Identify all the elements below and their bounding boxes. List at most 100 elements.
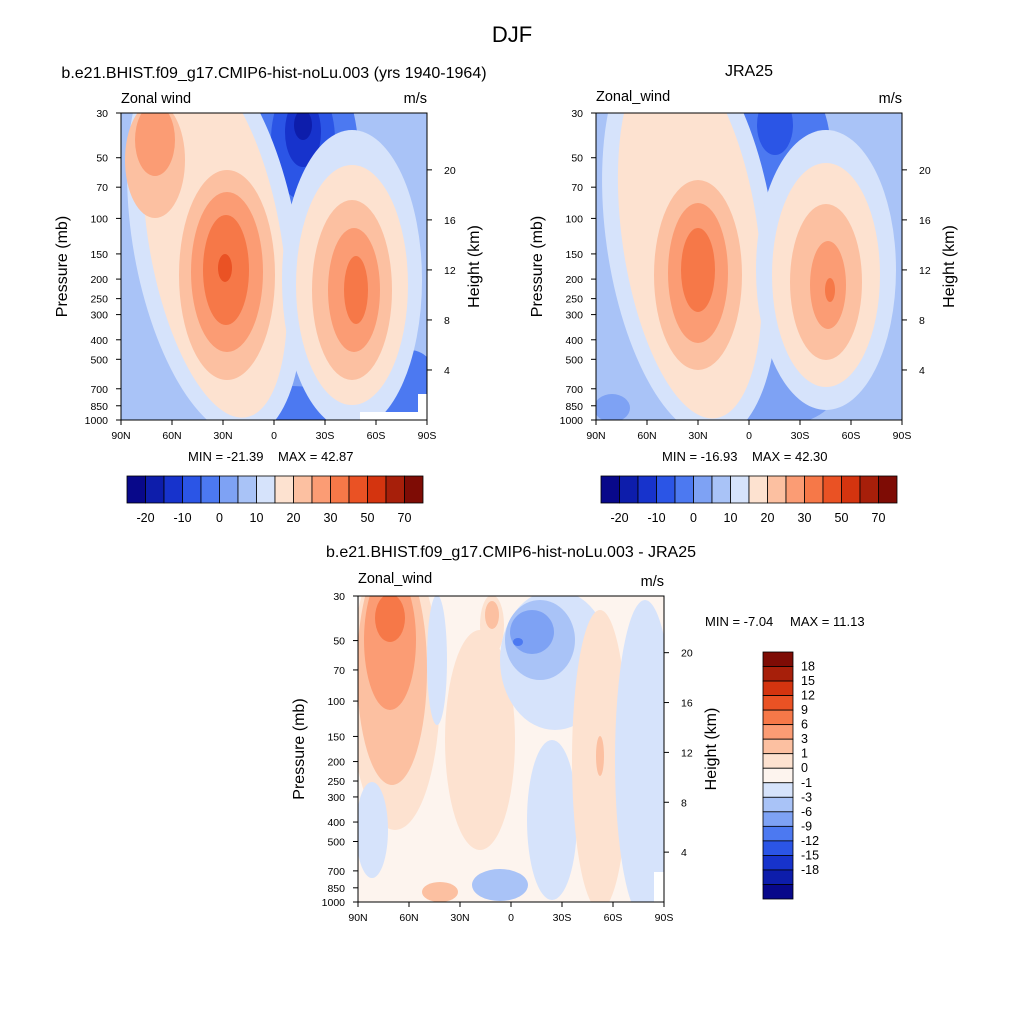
y-tick-label: 500	[90, 354, 108, 366]
x-tick-label: 0	[271, 430, 277, 442]
contour-band	[294, 113, 312, 140]
colorbar-box	[785, 475, 805, 504]
x-tick-label: 30S	[553, 912, 572, 924]
x-tick-label: 30S	[316, 430, 335, 442]
contour-band	[513, 638, 523, 646]
y-tick-label: 500	[565, 354, 583, 366]
max-label: MAX = 42.87	[278, 449, 354, 464]
y-right-tick-label: 12	[681, 747, 693, 759]
y-right-tick-label: 12	[919, 265, 931, 277]
panel-title: JRA25	[725, 63, 773, 80]
panel-difference: b.e21.BHIST.f09_g17.CMIP6-hist-noLu.003 …	[291, 544, 865, 924]
colorbar-label: -1	[801, 776, 812, 790]
x-tick-label: 60S	[604, 912, 623, 924]
contour-band	[472, 869, 528, 901]
contour-band	[218, 254, 232, 282]
contour-band	[615, 600, 664, 902]
colorbar-label: 0	[690, 511, 697, 525]
colorbar-box	[348, 475, 368, 504]
colorbar-box	[293, 475, 313, 504]
x-tick-label: 60S	[842, 430, 861, 442]
y-tick-label: 50	[333, 636, 345, 648]
units-label: m/s	[879, 91, 902, 107]
colorbar-label: 9	[801, 703, 808, 717]
units-label: m/s	[404, 91, 427, 107]
y-tick-label: 150	[565, 249, 583, 261]
y-tick-label: 30	[333, 591, 345, 603]
contour-band	[135, 113, 175, 176]
colorbar-box	[330, 475, 350, 504]
y-right-tick-label: 20	[919, 165, 931, 177]
x-tick-label: 30N	[688, 430, 707, 442]
colorbar-box	[730, 475, 750, 504]
x-tick-label: 60N	[399, 912, 418, 924]
contour-band	[757, 113, 793, 155]
colorbar-box	[762, 738, 794, 755]
colorbar-label: -20	[610, 511, 628, 525]
y-tick-label: 100	[565, 213, 583, 225]
colorbar-label: -6	[801, 805, 812, 819]
x-tick-label: 90S	[893, 430, 912, 442]
x-tick-label: 90N	[586, 430, 605, 442]
y-tick-label: 700	[327, 866, 345, 878]
colorbar-box	[237, 475, 257, 504]
colorbar-label: 0	[801, 761, 808, 775]
max-label: MAX = 11.13	[790, 614, 865, 629]
colorbar-label: 70	[398, 511, 412, 525]
colorbar-box	[762, 680, 794, 696]
colorbar-label: -12	[801, 834, 819, 848]
x-tick-label: 60S	[367, 430, 386, 442]
colorbar-box	[200, 475, 220, 504]
colorbar-box	[637, 475, 657, 504]
colorbar-label: -9	[801, 819, 812, 833]
contour-band	[358, 782, 388, 878]
colorbar-label: -3	[801, 790, 812, 804]
contour-band	[427, 596, 447, 725]
colorbar-box	[619, 475, 639, 504]
contour-band	[344, 256, 368, 324]
colorbar-box	[762, 869, 794, 885]
y-right-axis-label: Height (km)	[703, 708, 720, 791]
x-tick-label: 30S	[791, 430, 810, 442]
colorbar-box	[762, 724, 794, 740]
contour-band	[375, 596, 405, 642]
figure-title: DJF	[492, 22, 532, 47]
colorbar-box	[841, 475, 861, 504]
min-label: MIN = -16.93	[662, 449, 738, 464]
y-tick-label: 700	[90, 384, 108, 396]
colorbar-label: 0	[216, 511, 223, 525]
colorbar-box	[762, 666, 794, 682]
y-tick-label: 1000	[560, 415, 584, 427]
contour-band	[422, 882, 458, 902]
colorbar-box	[274, 475, 294, 504]
y-tick-label: 300	[90, 310, 108, 322]
y-tick-label: 70	[96, 182, 108, 194]
colorbar-label: -18	[801, 863, 819, 877]
colorbar-box	[748, 475, 768, 504]
missing-data	[360, 412, 418, 420]
y-tick-label: 400	[327, 817, 345, 829]
colorbar-box	[219, 475, 239, 504]
colorbar-label: 70	[872, 511, 886, 525]
colorbar-box	[385, 475, 405, 504]
y-right-tick-label: 16	[919, 215, 931, 227]
colorbar-box	[762, 753, 794, 769]
colorbar-box	[804, 475, 824, 504]
colorbar-box	[762, 840, 794, 856]
axes: 90N 60N 30N 0 30S 60S 90S 30 50 70 100 150 200 250 300…	[529, 108, 958, 442]
missing-data	[654, 872, 664, 902]
colorbar: -20 -10 0 10 20 30 50 70	[126, 475, 424, 525]
y-right-tick-label: 8	[681, 797, 687, 809]
colorbar-box	[126, 475, 146, 504]
contour-band	[445, 630, 515, 850]
colorbar-box	[656, 475, 676, 504]
panel-title: b.e21.BHIST.f09_g17.CMIP6-hist-noLu.003 …	[61, 65, 486, 82]
colorbar-box	[311, 475, 331, 504]
x-tick-label: 90S	[655, 912, 674, 924]
colorbar-label: -10	[647, 511, 665, 525]
y-right-tick-label: 4	[444, 365, 450, 377]
y-axis-label: Pressure (mb)	[54, 216, 71, 317]
variable-label: Zonal wind	[121, 91, 191, 107]
axes: 90N 60N 30N 0 30S 60S 90S 30 50 70 100 150 200 250 300…	[54, 108, 483, 442]
